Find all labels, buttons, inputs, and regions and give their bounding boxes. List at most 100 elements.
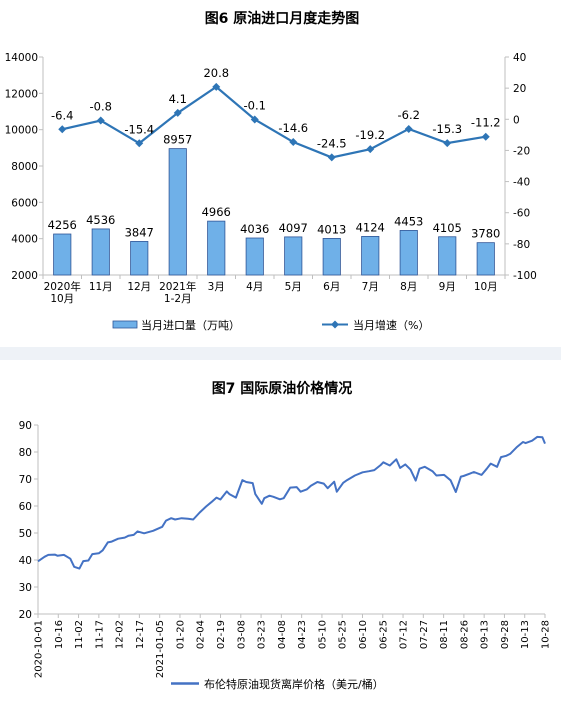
bar-value-label: 8957 — [163, 133, 192, 147]
legend-label-brent: 布伦特原油现货离岸价格（美元/桶） — [204, 677, 384, 691]
x-tick-label: 2021年 — [159, 280, 196, 293]
x-tick-label: 11-17 — [94, 620, 105, 649]
figure6-chart: 图6 原油进口月度走势图 2000 4000 6000 8000 10000 12000 1… — [5, 10, 537, 332]
right-tick-label: -100 — [513, 270, 537, 282]
growth-marker — [289, 138, 298, 147]
legend-swatch-volume — [112, 320, 138, 329]
x-tick-label: 2020年 — [44, 280, 81, 293]
x-tick-label: 06-25 — [378, 620, 389, 649]
x-tick-label: 09-13 — [480, 620, 491, 649]
figure6-growth-line — [58, 82, 490, 162]
growth-value-label: 20.8 — [203, 66, 229, 80]
growth-value-label: -15.3 — [432, 122, 462, 136]
growth-value-label: -15.4 — [124, 122, 154, 136]
bar-value-label: 4536 — [86, 213, 115, 227]
y-tick-label: 30 — [19, 582, 32, 594]
left-tick-label: 10000 — [5, 125, 38, 137]
x-tick-label: 08-26 — [459, 620, 470, 649]
figure6-title: 图6 原油进口月度走势图 — [205, 10, 360, 27]
legend-label-growth: 当月增速（%） — [353, 318, 429, 332]
x-tick-label: 10月 — [474, 281, 498, 293]
x-tick-label: 9月 — [439, 281, 456, 293]
right-tick-label: 20 — [513, 83, 526, 95]
growth-line-path — [62, 85, 486, 159]
x-tick-label: 10-16 — [54, 620, 65, 649]
right-tick-label: -60 — [513, 208, 530, 220]
x-tick-label: 2020-10-01 — [34, 620, 45, 678]
bar-value-label: 4256 — [48, 218, 77, 232]
x-tick-label: 04-23 — [297, 620, 308, 649]
left-tick-label: 8000 — [11, 161, 38, 173]
growth-value-label: -0.1 — [244, 98, 266, 112]
x-tick-label: 07-12 — [399, 620, 410, 649]
bar-value-label: 4013 — [317, 222, 346, 236]
growth-marker — [96, 116, 105, 125]
bar — [322, 238, 341, 276]
right-tick-label: -20 — [513, 145, 530, 157]
x-tick-label: 12-17 — [135, 620, 146, 649]
figure6-bars — [53, 148, 495, 276]
x-tick-label: 4月 — [246, 281, 263, 293]
growth-marker — [366, 145, 375, 154]
bar — [53, 233, 72, 276]
figure7-panel: 图7 国际原油价格情况 20 30 40 50 60 70 80 90 2020-10-01 10… — [0, 360, 561, 707]
figure6-panel: 图6 原油进口月度走势图 2000 4000 6000 8000 10000 12000 1… — [0, 0, 561, 347]
growth-value-label: -0.8 — [90, 100, 112, 114]
right-tick-label: -80 — [513, 239, 530, 251]
bar — [438, 236, 457, 276]
figure7-price-line — [37, 435, 546, 570]
bar-value-label: 3847 — [125, 225, 154, 239]
growth-marker — [212, 82, 221, 91]
left-tick-label: 2000 — [11, 270, 38, 282]
x-tick-label: 2021-01-05 — [155, 620, 166, 678]
x-tick-label: 02-19 — [216, 620, 227, 649]
y-tick-label: 70 — [19, 474, 32, 486]
x-tick-label: 6月 — [323, 281, 340, 293]
figure6-axes: 2000 4000 6000 8000 10000 12000 14000 -100 -80 -6… — [5, 52, 537, 305]
right-tick-label: -40 — [513, 177, 530, 189]
growth-marker — [135, 139, 144, 148]
growth-marker — [250, 115, 259, 124]
x-tick-label: 08-11 — [439, 620, 450, 649]
x-tick-label: 07-27 — [419, 620, 430, 649]
bar — [91, 228, 110, 276]
figure6-data-labels: 4256 4536 3847 8957 4966 4036 4097 4013 4124 4453… — [48, 66, 501, 241]
bar-value-label: 4105 — [433, 221, 462, 235]
growth-value-label: -24.5 — [317, 136, 347, 150]
figure6-legend: 当月进口量（万吨） 当月增速（%） — [112, 318, 429, 332]
legend-label-volume: 当月进口量（万吨） — [141, 318, 240, 332]
left-tick-label: 4000 — [11, 234, 38, 246]
bar-value-label: 3780 — [471, 227, 500, 241]
y-tick-label: 50 — [19, 528, 32, 540]
x-tick-label: 02-04 — [196, 620, 207, 649]
x-tick-label: 09-28 — [500, 620, 511, 649]
x-tick-label: 5月 — [285, 281, 302, 293]
left-tick-label: 6000 — [11, 197, 38, 209]
bar — [284, 236, 303, 276]
bar — [168, 148, 187, 276]
bar-value-label: 4036 — [240, 222, 269, 236]
x-tick-label: 03-08 — [236, 620, 247, 649]
growth-value-label: -19.2 — [355, 128, 385, 142]
x-tick-label: 7月 — [362, 281, 379, 293]
right-tick-label: 40 — [513, 52, 526, 64]
y-tick-label: 40 — [19, 555, 32, 567]
brent-price-path — [37, 435, 546, 570]
bar — [476, 242, 495, 276]
growth-value-label: -6.2 — [398, 108, 420, 122]
growth-value-label: -6.4 — [51, 108, 73, 122]
y-tick-label: 80 — [19, 447, 32, 459]
bar-value-label: 4097 — [279, 221, 308, 235]
x-tick-label: 12月 — [127, 281, 151, 293]
legend-marker-growth — [331, 320, 339, 329]
right-tick-label: 0 — [513, 114, 520, 126]
y-tick-label: 20 — [19, 609, 32, 621]
bar-value-label: 4966 — [202, 205, 231, 219]
x-tick-label: 12-02 — [115, 620, 126, 649]
bar — [130, 241, 149, 276]
figure7-legend: 布伦特原油现货离岸价格（美元/桶） — [171, 677, 384, 691]
y-tick-label: 90 — [19, 420, 32, 432]
bar — [399, 230, 418, 276]
x-tick-label: 04-08 — [277, 620, 288, 649]
bar-value-label: 4453 — [394, 214, 423, 228]
